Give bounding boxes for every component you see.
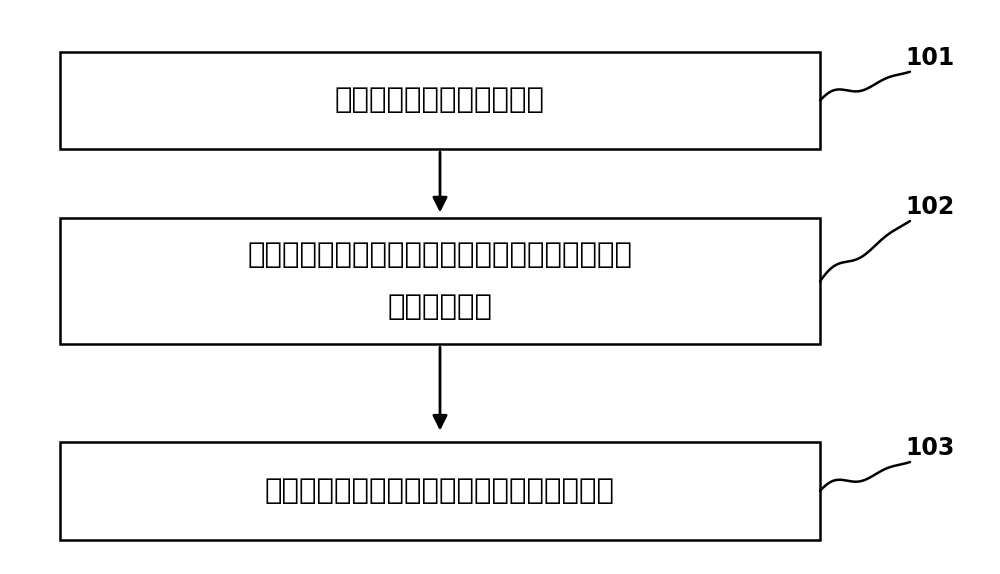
Text: 103: 103 — [905, 436, 955, 460]
FancyBboxPatch shape — [60, 218, 820, 344]
Text: 将与系统内置激励信号频率相同的待测信号输入至: 将与系统内置激励信号频率相同的待测信号输入至 — [248, 242, 633, 269]
FancyBboxPatch shape — [60, 52, 820, 149]
Text: 当系统进入大周期状态后，待测信号被检测出: 当系统进入大周期状态后，待测信号被检测出 — [265, 477, 615, 505]
Text: 临界状态系统: 临界状态系统 — [388, 293, 492, 321]
Text: 将所述系统调整为临界状态: 将所述系统调整为临界状态 — [335, 87, 545, 114]
FancyBboxPatch shape — [60, 442, 820, 540]
Text: 102: 102 — [905, 195, 955, 219]
Text: 101: 101 — [905, 46, 955, 70]
